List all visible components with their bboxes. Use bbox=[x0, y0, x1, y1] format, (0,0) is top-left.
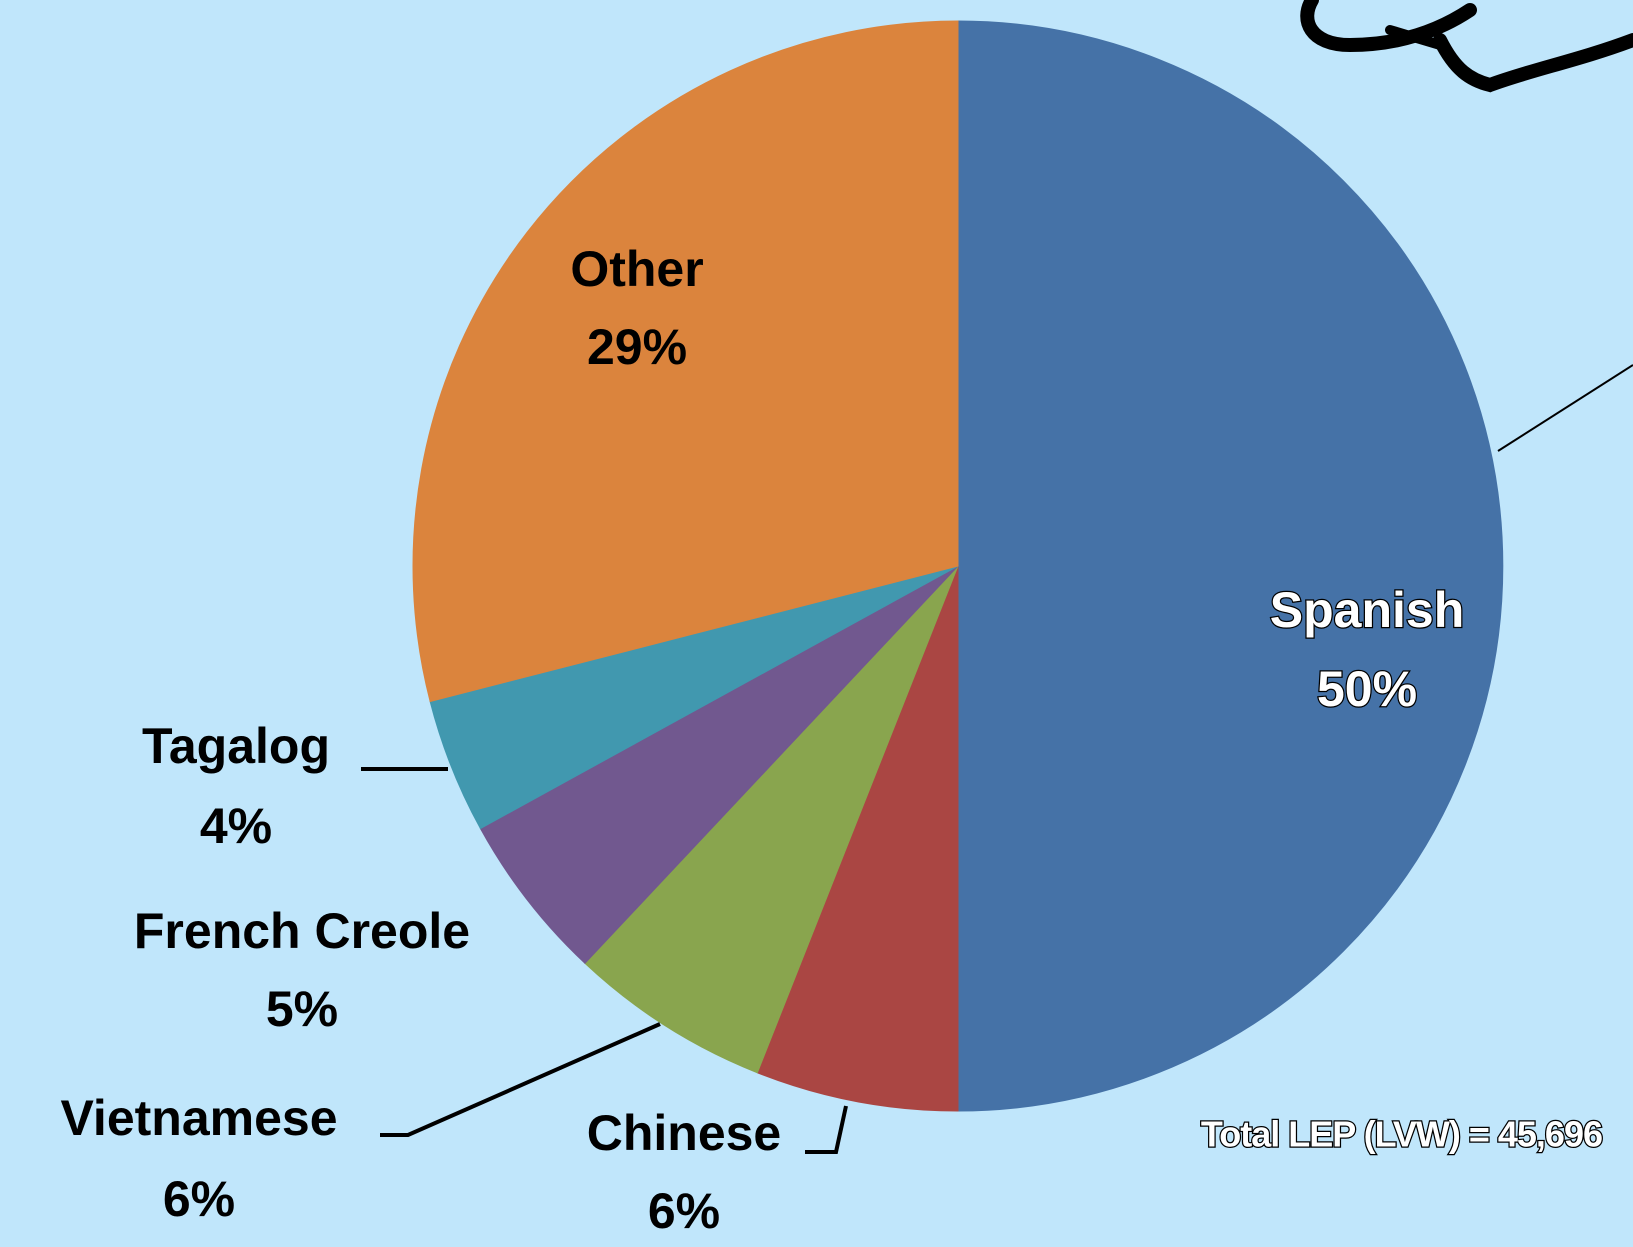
page: {"chart_data": {"type": "pie", "categori… bbox=[0, 0, 1633, 1247]
slice-category-label: Chinese bbox=[587, 1105, 782, 1161]
slice-value-label: 6% bbox=[163, 1171, 235, 1227]
slices bbox=[413, 21, 1503, 1111]
slice-category-label: Spanish bbox=[1270, 582, 1464, 638]
slice-value-label: 29% bbox=[587, 319, 687, 375]
chart: Spanish 50% Chinese 6% Vietnamese 6% French Cr… bbox=[0, 0, 1633, 1247]
slice-value-label: 50% bbox=[1317, 661, 1417, 717]
slice-category-label: Other bbox=[570, 241, 703, 297]
slice-category-label: Tagalog bbox=[142, 718, 330, 774]
slice-value-label: 6% bbox=[648, 1183, 720, 1239]
slice-value-label: 5% bbox=[266, 981, 338, 1037]
slice-category-label: French Creole bbox=[134, 903, 470, 959]
slice-value-label: 4% bbox=[200, 798, 272, 854]
slice-category-label: Vietnamese bbox=[60, 1090, 337, 1146]
total-annotation: Total LEP (LVW) = 45,696 bbox=[1201, 1114, 1602, 1155]
